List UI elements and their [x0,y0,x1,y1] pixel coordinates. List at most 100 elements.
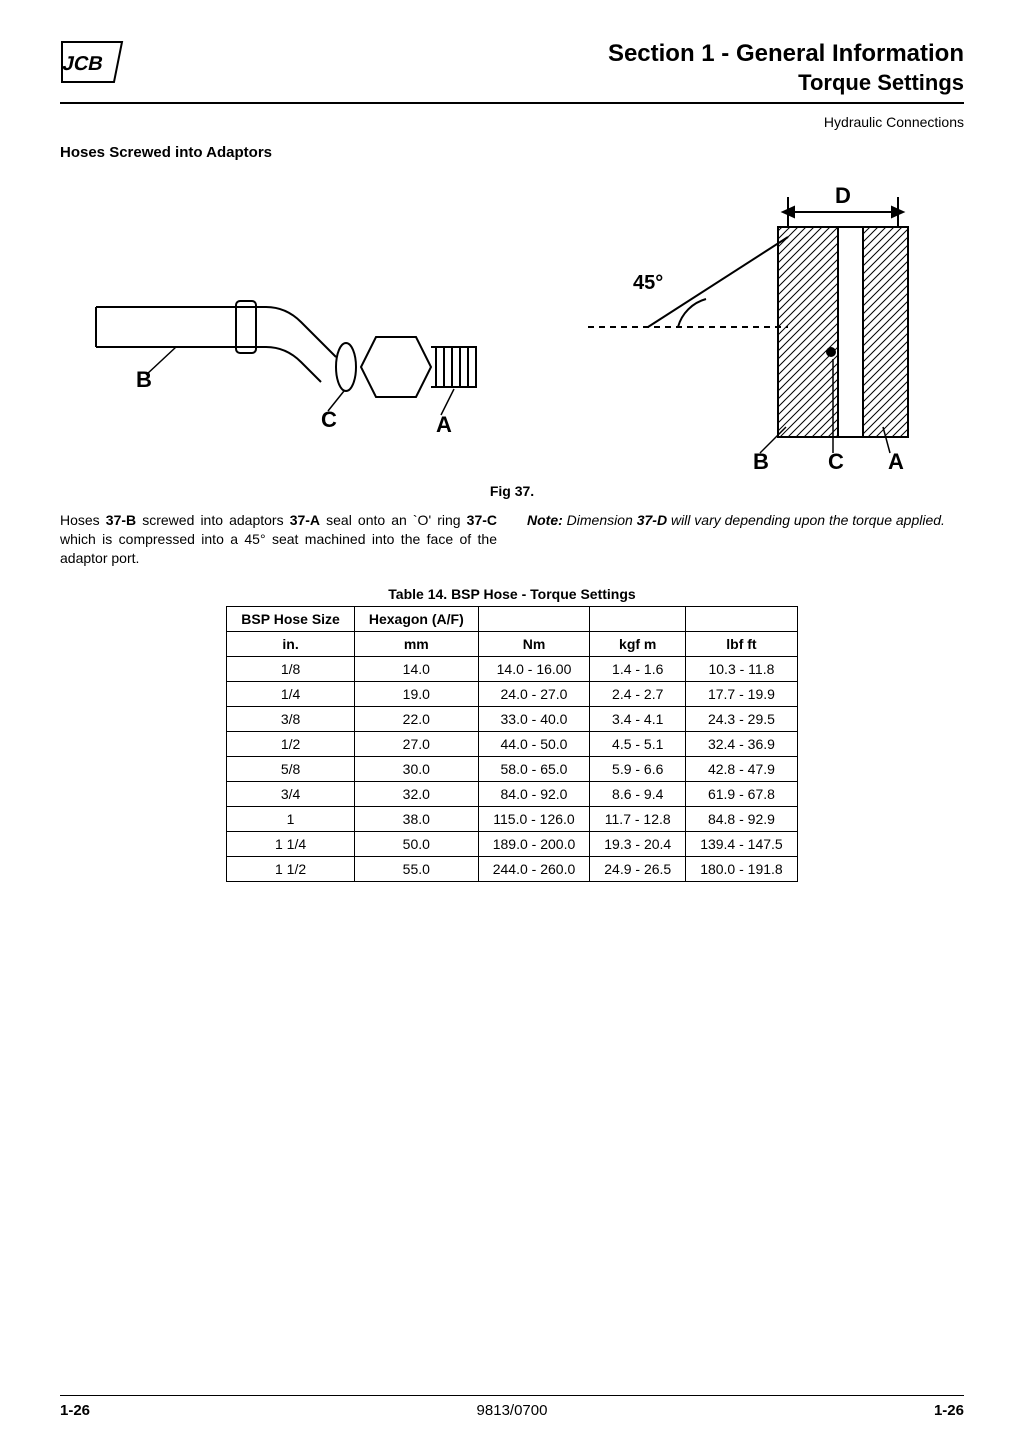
table-cell: 50.0 [354,831,478,856]
table-cell: 19.0 [354,681,478,706]
table-cell: 33.0 - 40.0 [478,706,590,731]
table-cell: 8.6 - 9.4 [590,781,686,806]
table-row: 1/814.014.0 - 16.001.4 - 1.610.3 - 11.8 [227,656,797,681]
table-cell: 3/4 [227,781,355,806]
fig-right-label-c: C [828,449,844,474]
table-row: 1 1/450.0189.0 - 200.019.3 - 20.4139.4 -… [227,831,797,856]
th-r1-0: BSP Hose Size [227,606,355,631]
table-caption: Table 14. BSP Hose - Torque Settings [60,586,964,602]
table-cell: 27.0 [354,731,478,756]
table-cell: 3/8 [227,706,355,731]
th-r1-2 [478,606,590,631]
table-cell: 2.4 - 2.7 [590,681,686,706]
table-head: BSP Hose Size Hexagon (A/F) in. mm Nm kg… [227,606,797,656]
page-header: JCB Section 1 - General Information Torq… [60,40,964,104]
table-cell: 11.7 - 12.8 [590,806,686,831]
table-cell: 5.9 - 6.6 [590,756,686,781]
table-cell: 139.4 - 147.5 [686,831,798,856]
footer-center: 9813/0700 [477,1402,548,1419]
table-cell: 14.0 - 16.00 [478,656,590,681]
pl-t2: screwed into adaptors [136,512,290,528]
th-r2-3: kgf m [590,631,686,656]
table-cell: 19.3 - 20.4 [590,831,686,856]
table-cell: 1.4 - 1.6 [590,656,686,681]
body-columns: Hoses 37-B screwed into adaptors 37-A se… [60,511,964,568]
pl-t1: Hoses [60,512,106,528]
table-cell: 10.3 - 11.8 [686,656,798,681]
table-row: 5/830.058.0 - 65.05.9 - 6.642.8 - 47.9 [227,756,797,781]
footer-right: 1-26 [934,1402,964,1419]
subsection-heading: Hoses Screwed into Adaptors [60,144,964,161]
table-cell: 42.8 - 47.9 [686,756,798,781]
table-cell: 244.0 - 260.0 [478,856,590,881]
figure-caption: Fig 37. [60,483,964,499]
table-cell: 38.0 [354,806,478,831]
col-right: Note: Dimension 37-D will vary depending… [527,511,964,568]
table-row: 3/822.033.0 - 40.03.4 - 4.124.3 - 29.5 [227,706,797,731]
table-cell: 1/2 [227,731,355,756]
pr-lead: Note: [527,512,563,528]
pr-b1: 37-D [637,512,667,528]
table-cell: 84.0 - 92.0 [478,781,590,806]
section-subtitle: Torque Settings [608,70,964,96]
table-cell: 14.0 [354,656,478,681]
jcb-logo: JCB [60,40,124,84]
th-r2-0: in. [227,631,355,656]
th-r2-1: mm [354,631,478,656]
table-cell: 4.5 - 5.1 [590,731,686,756]
table-row: 138.0115.0 - 126.011.7 - 12.884.8 - 92.9 [227,806,797,831]
table-row: 1/419.024.0 - 27.02.4 - 2.717.7 - 19.9 [227,681,797,706]
table-cell: 44.0 - 50.0 [478,731,590,756]
pl-b1: 37-B [106,512,136,528]
figure-right: D 45° B [512,177,964,477]
table-row: 3/432.084.0 - 92.08.6 - 9.461.9 - 67.8 [227,781,797,806]
fig-right-angle: 45° [633,272,663,294]
table-cell: 5/8 [227,756,355,781]
pl-b3: 37-C [467,512,497,528]
table-cell: 61.9 - 67.8 [686,781,798,806]
th-r1-3 [590,606,686,631]
table-cell: 115.0 - 126.0 [478,806,590,831]
table-cell: 32.0 [354,781,478,806]
fig-right-oring [826,347,836,357]
table-cell: 84.8 - 92.9 [686,806,798,831]
table-cell: 1/4 [227,681,355,706]
fig-right-label-d: D [835,183,851,208]
pl-t3: seal onto an `O' ring [320,512,467,528]
table-cell: 1 [227,806,355,831]
table-cell: 189.0 - 200.0 [478,831,590,856]
table-cell: 55.0 [354,856,478,881]
table-cell: 24.9 - 26.5 [590,856,686,881]
torque-table: BSP Hose Size Hexagon (A/F) in. mm Nm kg… [226,606,797,882]
page: JCB Section 1 - General Information Torq… [0,0,1024,1449]
table-row: 1 1/255.0244.0 - 260.024.9 - 26.5180.0 -… [227,856,797,881]
table-cell: 32.4 - 36.9 [686,731,798,756]
th-r2-2: Nm [478,631,590,656]
col-left: Hoses 37-B screwed into adaptors 37-A se… [60,511,497,568]
header-titles: Section 1 - General Information Torque S… [608,40,964,96]
svg-text:JCB: JCB [61,53,106,75]
table-cell: 24.3 - 29.5 [686,706,798,731]
table-body: 1/814.014.0 - 16.001.4 - 1.610.3 - 11.81… [227,656,797,881]
table-cell: 1 1/4 [227,831,355,856]
pl-b2: 37-A [290,512,320,528]
th-r1-1: Hexagon (A/F) [354,606,478,631]
pr-t1: Dimension [563,512,637,528]
table-cell: 1 1/2 [227,856,355,881]
table-cell: 58.0 - 65.0 [478,756,590,781]
table-cell: 22.0 [354,706,478,731]
fig-left-label-a: A [436,412,452,437]
figure-left: B C A [60,197,512,457]
page-footer: 1-26 9813/0700 1-26 [60,1395,964,1419]
figure-row: B C A [60,177,964,477]
section-title: Section 1 - General Information [608,40,964,68]
pl-t4: which is compressed into a 45° seat mach… [60,531,497,566]
table-row: 1/227.044.0 - 50.04.5 - 5.132.4 - 36.9 [227,731,797,756]
table-cell: 1/8 [227,656,355,681]
pr-t2: will vary depending upon the torque appl… [667,512,945,528]
table-cell: 180.0 - 191.8 [686,856,798,881]
table-cell: 17.7 - 19.9 [686,681,798,706]
table-cell: 30.0 [354,756,478,781]
th-r2-4: lbf ft [686,631,798,656]
table-cell: 3.4 - 4.1 [590,706,686,731]
